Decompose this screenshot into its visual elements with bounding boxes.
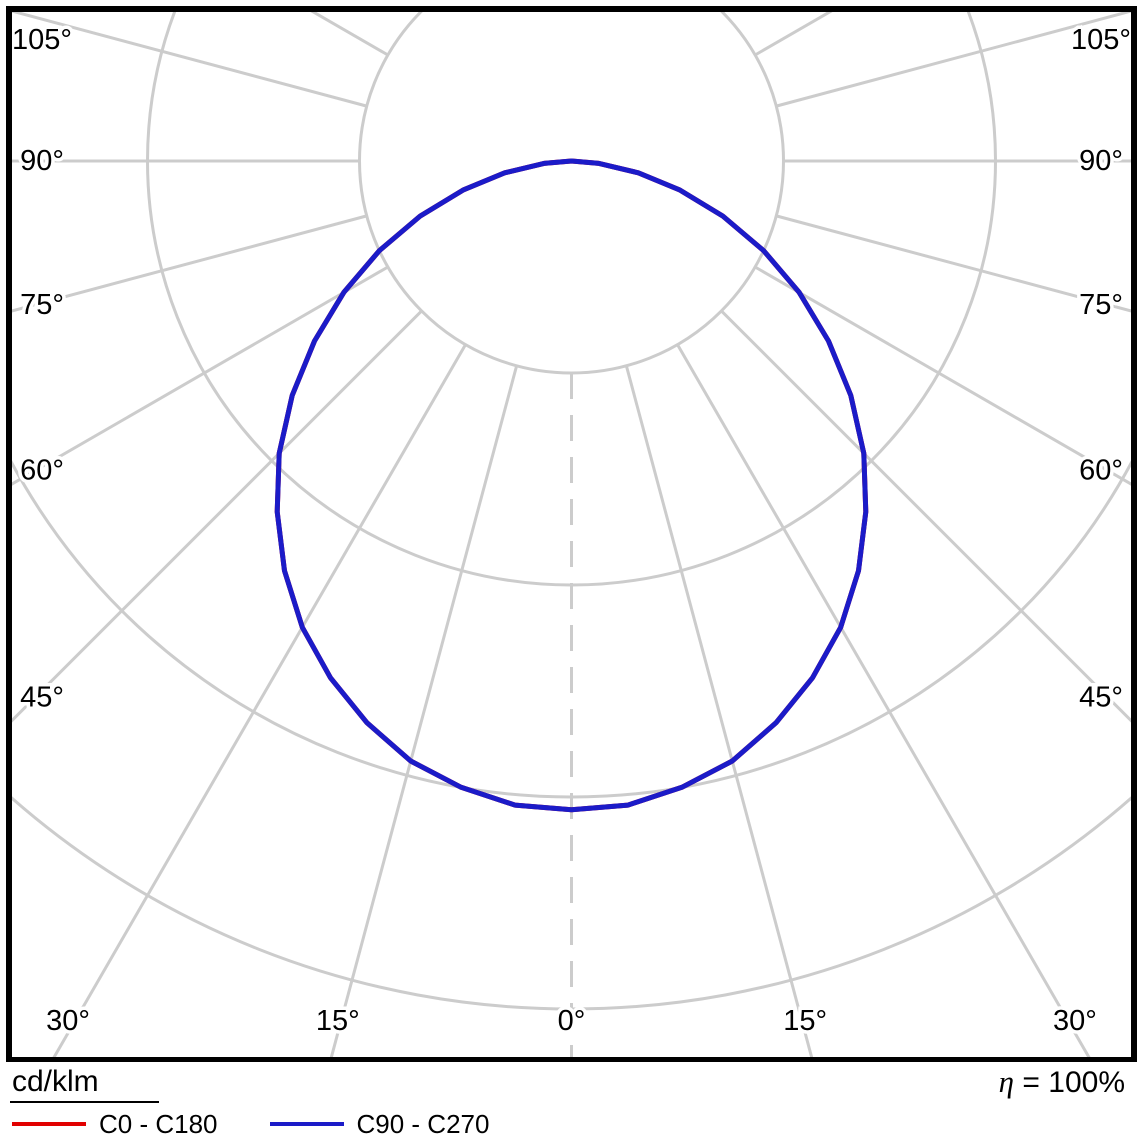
efficiency-label: η = 100% xyxy=(999,1066,1125,1099)
eta-separator: = xyxy=(1014,1066,1049,1099)
c0-c180-label: C0 - C180 xyxy=(99,1109,218,1139)
legend-item-c90-c270: C90 - C270 xyxy=(269,1109,490,1139)
svg-text:60°: 60° xyxy=(1079,455,1123,487)
footer-top-row: cd/klm η = 100% xyxy=(10,1066,1125,1103)
svg-text:45°: 45° xyxy=(1079,682,1123,714)
svg-text:90°: 90° xyxy=(20,145,64,177)
svg-text:0°: 0° xyxy=(558,1005,586,1037)
svg-text:105°: 105° xyxy=(12,24,72,56)
chart-footer: cd/klm η = 100% C0 - C180 C90 - C270 xyxy=(0,1062,1143,1143)
svg-text:75°: 75° xyxy=(20,289,64,321)
svg-text:30°: 30° xyxy=(46,1005,90,1037)
eta-symbol: η xyxy=(998,1064,1015,1099)
svg-text:45°: 45° xyxy=(20,682,64,714)
legend: C0 - C180 C90 - C270 xyxy=(12,1110,1125,1138)
c90-c270-label: C90 - C270 xyxy=(356,1109,490,1139)
svg-text:30°: 30° xyxy=(1053,1005,1097,1037)
svg-text:15°: 15° xyxy=(783,1005,827,1037)
svg-text:105°: 105° xyxy=(1071,24,1131,56)
c0-c180-line-swatch xyxy=(12,1122,86,1126)
legend-item-c0-c180: C0 - C180 xyxy=(12,1110,218,1138)
svg-text:75°: 75° xyxy=(1079,289,1123,321)
svg-text:15°: 15° xyxy=(316,1005,360,1037)
svg-text:60°: 60° xyxy=(20,455,64,487)
svg-text:90°: 90° xyxy=(1079,145,1123,177)
c90-c270-line-swatch xyxy=(269,1122,344,1126)
eta-value: 100% xyxy=(1048,1066,1125,1099)
unit-label: cd/klm xyxy=(10,1066,159,1103)
